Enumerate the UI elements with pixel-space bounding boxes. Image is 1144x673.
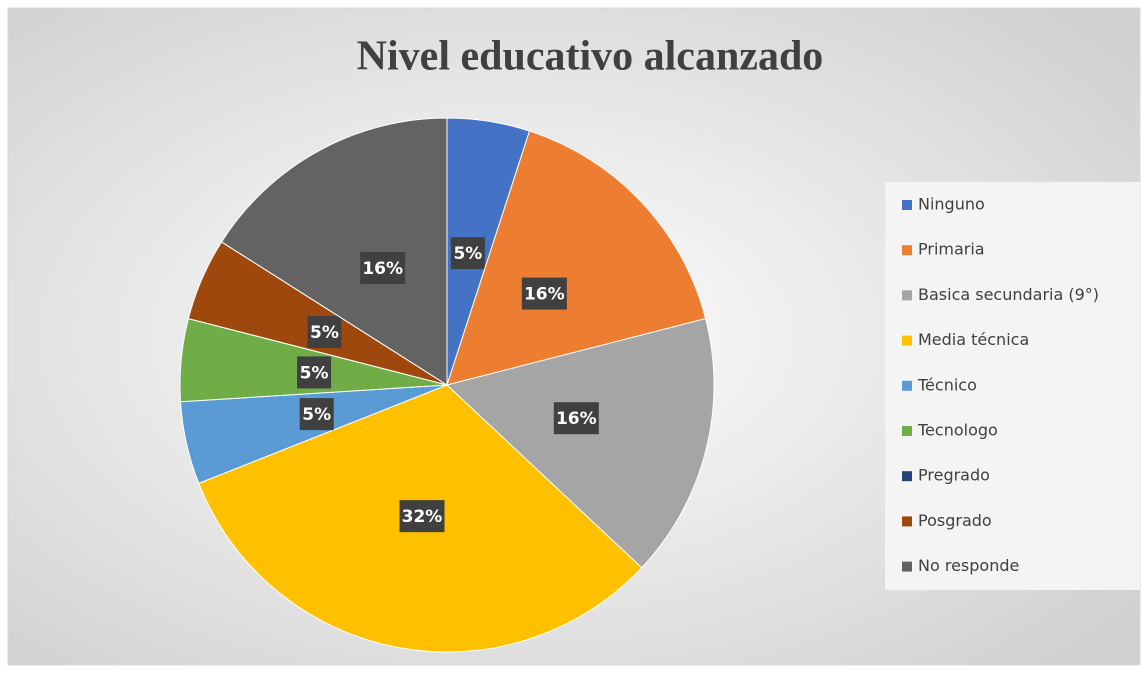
legend-swatch xyxy=(902,290,912,301)
legend-label: Tecnologo xyxy=(917,421,998,440)
data-label-bg xyxy=(521,277,567,310)
data-label-bg xyxy=(399,500,445,533)
legend-swatch xyxy=(902,561,912,572)
legend-label: Basica secundaria (9°) xyxy=(918,285,1099,304)
legend-label: Primaria xyxy=(918,240,985,259)
data-label-bg xyxy=(299,398,334,431)
pie-slice xyxy=(445,317,715,569)
data-label: 5% xyxy=(300,363,329,383)
legend-swatch xyxy=(902,380,912,391)
pie-slice xyxy=(220,117,448,386)
data-label-bg xyxy=(553,402,599,435)
data-label-bg xyxy=(450,237,485,270)
data-label: 16% xyxy=(524,285,565,305)
data-label: 5% xyxy=(302,405,331,425)
data-label: 16% xyxy=(556,409,597,429)
pie-slice xyxy=(446,130,707,386)
chart-title: Nivel educativo alcanzado xyxy=(357,34,824,80)
legend-swatch xyxy=(902,200,912,210)
data-label: 5% xyxy=(310,323,339,343)
data-label-bg xyxy=(297,356,332,389)
data-label: 16% xyxy=(362,259,403,279)
legend-swatch xyxy=(902,426,912,436)
legend-label: No responde xyxy=(918,556,1019,575)
legend-swatch xyxy=(902,471,912,482)
legend-label: Ninguno xyxy=(918,195,985,214)
legend-swatch xyxy=(902,516,912,527)
legend-label: Técnico xyxy=(917,375,977,394)
data-label: 5% xyxy=(453,244,482,264)
data-label-bg xyxy=(360,252,406,285)
data-label: 32% xyxy=(402,507,443,527)
legend-label: Media técnica xyxy=(918,330,1029,349)
data-label-bg xyxy=(307,315,342,348)
legend-label: Posgrado xyxy=(918,511,992,530)
legend-swatch xyxy=(902,245,912,256)
legend-swatch xyxy=(902,335,912,346)
legend-box xyxy=(885,182,1140,590)
legend-label: Pregrado xyxy=(918,466,990,485)
